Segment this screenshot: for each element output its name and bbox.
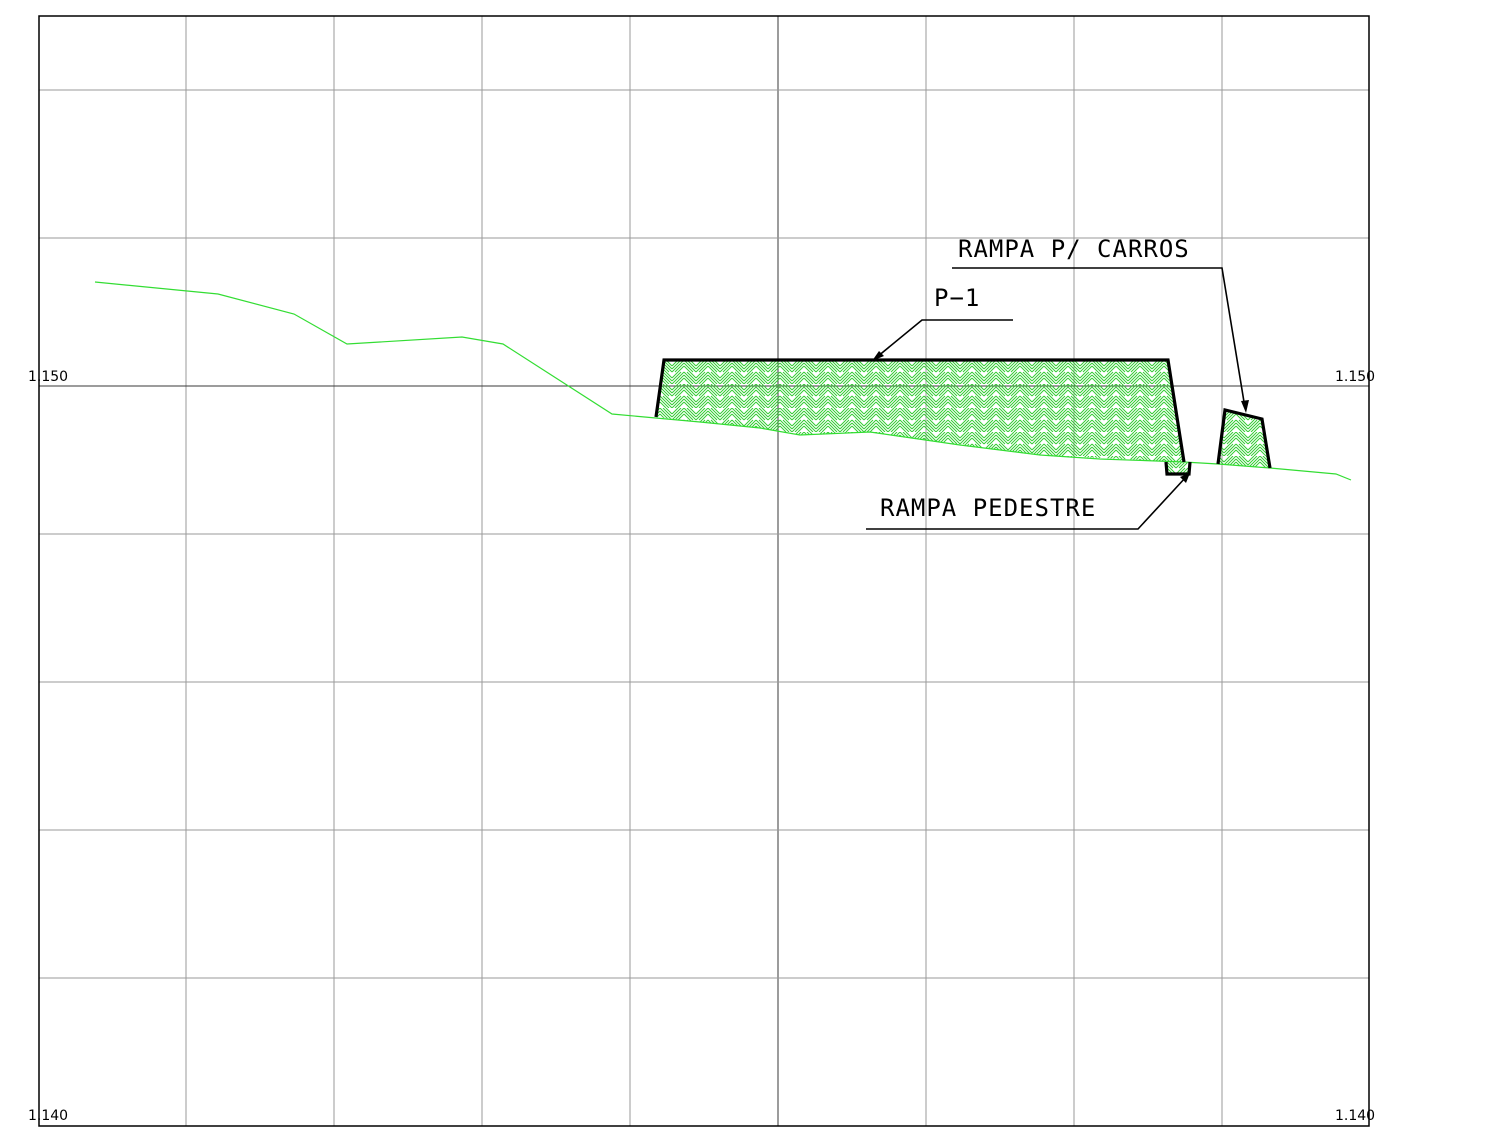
p1-platform-outline bbox=[654, 358, 1186, 463]
p1-platform-fill bbox=[656, 360, 1184, 462]
elevation-label-right-upper: 1.150 bbox=[1335, 369, 1375, 385]
grid bbox=[38, 15, 1370, 1127]
elevation-label-left-lower: 1.140 bbox=[28, 1108, 68, 1124]
rampa-carros-fill bbox=[1218, 410, 1270, 468]
rampa-carros-outline bbox=[1216, 408, 1272, 469]
rampa-carros-leader-line bbox=[952, 267, 1246, 409]
drawing-frame bbox=[38, 15, 1370, 1127]
rampa-pedestre-fill bbox=[1166, 462, 1190, 474]
section-outlines bbox=[654, 358, 1272, 476]
rampa-pedestre-leader-line bbox=[866, 476, 1187, 530]
leaders bbox=[866, 267, 1249, 530]
hatched-fills bbox=[656, 360, 1270, 474]
p1-label: P−1 bbox=[934, 284, 980, 312]
elevation-label-left-upper: 1.150 bbox=[28, 369, 68, 385]
labels: 1.150 1.150 1.140 1.140 P−1 RAMPA P/ CAR… bbox=[28, 235, 1375, 1124]
elevation-label-right-lower: 1.140 bbox=[1335, 1108, 1375, 1124]
p1-leader-line bbox=[876, 319, 1013, 358]
rampa-carros-leader-arrow bbox=[1241, 400, 1249, 413]
rampa-pedestre-label: RAMPA PEDESTRE bbox=[880, 494, 1096, 522]
rampa-carros-label: RAMPA P/ CARROS bbox=[958, 235, 1190, 263]
p1-leader-arrow bbox=[872, 351, 884, 361]
rampa-pedestre-leader-arrow bbox=[1180, 473, 1190, 483]
rampa-pedestre-outline bbox=[1164, 461, 1192, 476]
